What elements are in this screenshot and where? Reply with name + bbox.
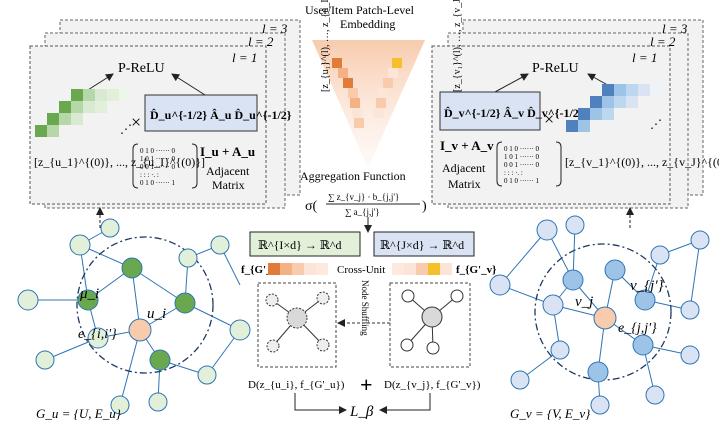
left-layer-label-1: l = 1: [232, 50, 257, 65]
left-matrix-row-5: 0 1 0 ······ 1: [140, 179, 175, 187]
right-norm-matrix: D̂_v^{-1/2} Â_v D̂_v^{-1/2}: [444, 106, 584, 120]
user-patch-column: [z_{u₁}^(l), …, z_{u_I}^(l)]: [320, 0, 364, 128]
right-matrix-row-5: 0 1 0 ······ 1: [504, 177, 539, 185]
aggregation-title: Aggregation Function: [300, 169, 406, 183]
right-layer-label-3: l = 3: [662, 21, 688, 36]
shuffled-subgraph: [265, 291, 330, 353]
right-vprime-label: v_{j'}: [630, 278, 664, 294]
right-embedding-list: [z_{v_1}^{(0)}, ..., z_{v_J}^{(0)}]: [565, 155, 719, 169]
loss-arrow-left: [294, 393, 347, 414]
item-map-box: [373, 231, 475, 257]
right-matrix-row-2: 1 0 1 ······ 0: [504, 153, 539, 161]
right-v-label: v_j: [575, 294, 593, 310]
aggregation-formula: σ( ∑ z_{v_j} · b_{j,j'} ∑ a_{j,j'} ): [305, 192, 427, 217]
right-graph: [489, 215, 710, 415]
loss-arrow-right: [379, 393, 431, 414]
disc-item-label: D(z_{v_j}, f_{G'_v}): [384, 379, 481, 391]
left-e-label: e_{i,i'}: [78, 327, 117, 342]
item-map-label: ℝ^{J×d} → ℝ^d: [380, 238, 464, 252]
right-adjacent-label: Adjacent: [442, 161, 486, 175]
svg-text:⋰: ⋰: [120, 122, 132, 136]
agg-numerator: ∑ z_{v_j} · b_{j,j'}: [328, 192, 399, 202]
node-shuffling-label: Node Shuffling: [360, 280, 370, 336]
right-matrix-label: Matrix: [448, 177, 481, 191]
left-embedding-patches: ⋰: [35, 89, 132, 137]
right-adjacency-matrix: 0 1 0 ······ 0 1 0 1 ······ 0 0 0 1 ····…: [496, 141, 562, 187]
left-embedding-list: [z_{u_1}^{(0)}, ..., z_{u_I}^{(0)}]: [34, 155, 205, 169]
left-norm-matrix: D̂_u^{-1/2} Â_u D̂_u^{-1/2}: [150, 108, 292, 122]
left-neighborhood-circle: [76, 236, 214, 374]
right-matrix-row-4: : : : ·. :: [504, 169, 523, 177]
cross-unit-user-bar: [268, 263, 328, 275]
right-ia-label: I_v + A_v: [440, 138, 494, 153]
left-matrix-label: Matrix: [212, 178, 245, 192]
left-adjacent-label: Adjacent: [206, 164, 250, 178]
right-prelu-arrow-a: [494, 73, 529, 93]
left-prelu-arrow-b: [171, 73, 206, 96]
cross-unit-label: Cross-Unit: [337, 264, 385, 276]
item-patch-column: [z_{v₁}^(l), …, z_{v_J}^(l)]: [374, 0, 463, 118]
right-matrix-row-3: 0 0 1 ······ 0: [504, 161, 539, 169]
patch-embedding-title-1: User/Item Patch-Level: [305, 3, 415, 17]
right-layer-label-1: l = 1: [632, 50, 657, 65]
original-subgraph: [400, 289, 464, 355]
patch-embedding-title-2: Embedding: [340, 17, 395, 31]
left-adjacency-matrix: 0 1 0 ······ 0 1 0 1 ······ 0 0 0 1 ····…: [132, 143, 198, 189]
left-matrix-row-4: : : : ·. :: [140, 171, 159, 179]
right-matrix-row-1: 0 1 0 ······ 0: [504, 145, 539, 153]
left-graph: [17, 218, 251, 415]
right-prelu-label: P-ReLU: [532, 61, 579, 76]
left-u-label: u_i: [147, 306, 166, 322]
right-layer-label-2: l = 2: [650, 34, 676, 49]
left-matrix-row-1: 0 1 0 ······ 0: [140, 147, 175, 155]
right-graph-caption: G_v = {V, E_v}: [510, 406, 591, 421]
svg-text:⋰: ⋰: [650, 117, 662, 131]
left-matrix-row-2: 1 0 1 ······ 0: [140, 155, 175, 163]
right-embedding-patches: ⋰: [566, 84, 662, 132]
left-norm-matrix-box: [144, 94, 258, 132]
cross-unit-item-bar: [392, 263, 452, 275]
left-mu-label: μ_i: [79, 286, 99, 302]
user-map-box: [249, 231, 361, 257]
svg-text:[z_{v₁}^(l), …, z_{v_J}^(l)]: [z_{v₁}^(l), …, z_{v_J}^(l)]: [452, 0, 463, 92]
plus-sign: +: [360, 372, 373, 397]
agg-prefix: σ(: [305, 199, 318, 214]
right-times-sign: ×: [544, 109, 554, 129]
f-item-label: f_{G'_v}: [456, 264, 496, 276]
left-graph-caption: G_u = {U, E_u}: [36, 406, 122, 421]
left-ia-label: I_u + A_u: [200, 144, 255, 159]
left-times-sign: ×: [131, 112, 141, 132]
user-map-label: ℝ^{I×d} → ℝ^d: [258, 238, 342, 252]
agg-suffix: ): [422, 199, 427, 214]
agg-denominator: ∑ a_{j,j'}: [345, 207, 380, 217]
left-matrix-row-3: 0 0 1 ······ 0: [140, 163, 175, 171]
left-layer-label-3: l = 3: [262, 21, 288, 36]
disc-user-label: D(z_{u_i}, f_{G'_u}): [248, 379, 345, 391]
right-norm-matrix-box: [439, 91, 541, 131]
svg-text:[z_{u₁}^(l), …, z_{u_I}^(l)]: [z_{u₁}^(l), …, z_{u_I}^(l)]: [320, 0, 331, 92]
left-layer-label-2: l = 2: [248, 34, 274, 49]
left-prelu-label: P-ReLU: [118, 61, 165, 76]
loss-label: L_β: [349, 404, 374, 420]
right-e-label: e_{j,j'}: [618, 321, 657, 336]
